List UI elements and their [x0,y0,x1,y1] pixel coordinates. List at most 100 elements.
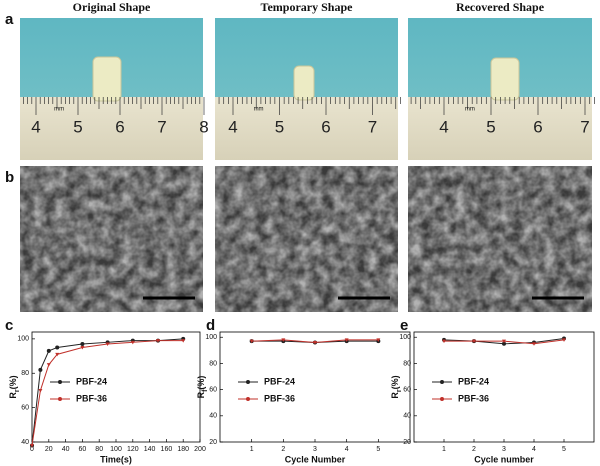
y-tick-label: 60 [21,404,29,411]
y-axis-label-part: R [390,392,400,399]
legend-label: PBF-24 [458,376,489,386]
x-tick-label: 1 [442,446,446,453]
y-tick-label: 20 [403,439,411,446]
y-axis-label-part: (%) [8,375,18,389]
legend-label: PBF-24 [264,376,295,386]
x-tick-label: 3 [313,446,317,453]
ruler-label: 5 [275,117,284,136]
y-tick-label: 40 [209,413,217,420]
ruler-unit: mm [465,107,475,113]
marker [80,342,85,347]
ruler-label: 8 [199,117,208,136]
ruler-label: 7 [368,117,377,136]
x-tick-label: 40 [62,446,70,453]
photo-title: Temporary Shape [261,0,354,14]
y-axis-label-part: R [8,392,18,399]
y-axis-label-part: f [202,389,209,392]
y-tick-label: 20 [209,439,217,446]
x-tick-label: 5 [562,446,566,453]
legend-label: PBF-36 [76,393,107,403]
legend-label: PBF-36 [264,393,295,403]
y-tick-label: 100 [17,336,29,343]
marker [130,340,135,345]
ruler-label: 7 [157,117,166,136]
ruler-label: 4 [228,117,237,136]
ruler-label: 4 [31,117,40,136]
marker [532,342,536,346]
marker [249,339,254,344]
y-axis-label: Rr(%) [390,375,402,398]
ruler [408,97,592,160]
ruler-label: 6 [115,117,124,136]
x-axis-label: Cycle Number [285,454,346,464]
x-tick-label: 200 [194,446,206,453]
marker [156,339,160,343]
x-tick-label: 80 [95,446,103,453]
ruler-label: 6 [321,117,330,136]
ruler-label: 5 [73,117,82,136]
x-tick-label: 140 [144,446,156,453]
ruler-unit: mm [254,107,264,113]
y-tick-label: 100 [399,334,411,341]
y-axis-label-part: r [14,389,21,392]
x-tick-label: 160 [161,446,173,453]
ruler-label: 7 [580,117,589,136]
sem-texture [215,166,398,312]
x-tick-label: 0 [30,446,34,453]
marker [46,363,51,367]
photo-title: Original Shape [73,0,151,14]
panel-label: d [206,317,215,334]
marker [313,340,317,345]
y-tick-label: 80 [209,360,217,367]
y-tick-label: 80 [403,360,411,367]
x-tick-label: 3 [502,446,506,453]
panel-label: c [5,317,13,334]
ruler-unit: mm [54,107,64,113]
x-tick-label: 5 [376,446,380,453]
legend-marker [58,380,62,384]
ruler [215,97,398,160]
marker [502,341,506,346]
marker [80,345,85,350]
y-axis-label: Rr(%) [8,375,20,398]
x-tick-label: 2 [281,446,285,453]
y-axis-label-part: R [196,391,206,398]
y-axis-label-part: (%) [390,375,400,389]
y-axis-label-part: r [396,389,403,392]
y-tick-label: 40 [21,439,29,446]
marker [442,339,446,344]
x-tick-label: 180 [177,446,189,453]
legend-marker [440,397,444,401]
marker [105,342,110,347]
plot-frame [219,331,411,443]
x-tick-label: 1 [250,446,254,453]
plot-frame [413,331,595,443]
x-tick-label: 60 [79,446,87,453]
y-tick-label: 40 [403,413,411,420]
photo-title: Recovered Shape [456,0,545,14]
marker [472,339,476,344]
x-tick-label: 4 [532,446,536,453]
x-tick-label: 100 [110,446,122,453]
y-tick-label: 100 [205,334,217,341]
ruler-label: 5 [486,117,495,136]
marker [562,338,566,342]
sem-texture [20,166,203,312]
panel-label: e [400,317,408,334]
marker [281,338,286,342]
y-axis-label: Rf(%) [196,376,208,399]
y-tick-label: 60 [403,386,411,393]
legend-label: PBF-36 [458,393,489,403]
x-axis-label: Cycle number [474,454,534,464]
x-axis-label: Time(s) [100,454,132,464]
sem-texture [408,166,592,312]
ruler [20,97,203,160]
panel-label: b [5,169,14,186]
legend-marker [58,397,62,401]
sample [293,65,315,101]
y-tick-label: 80 [21,370,29,377]
marker [46,348,51,353]
ruler-label: 6 [533,117,542,136]
marker [55,352,60,357]
